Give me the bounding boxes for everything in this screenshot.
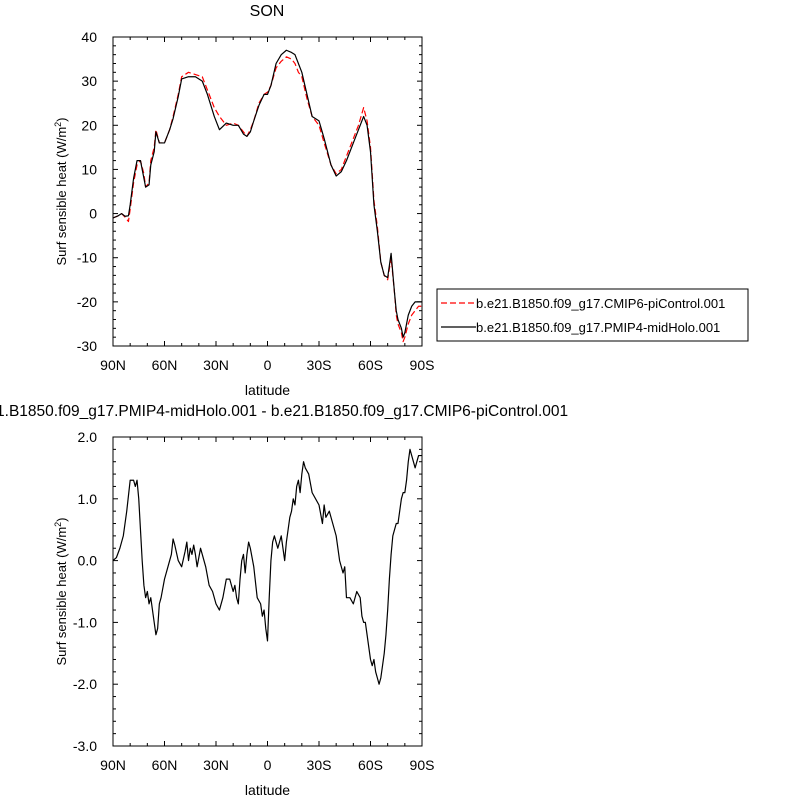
- x-tick-label: 30N: [203, 757, 229, 773]
- series-line-0: [113, 448, 422, 685]
- legend-label-1: b.e21.B1850.f09_g17.PMIP4-midHolo.001: [476, 320, 720, 335]
- x-tick-label: 30S: [307, 357, 332, 373]
- y-tick-label: 2.0: [78, 429, 98, 445]
- y-tick-label: -1.0: [73, 614, 97, 630]
- legend-label-0: b.e21.B1850.f09_g17.CMIP6-piControl.001: [476, 296, 725, 311]
- x-tick-label: 60S: [358, 757, 383, 773]
- chart-title: SON: [250, 3, 285, 20]
- top-plot: SON 90N 60N 30N 0 30S 60S 90S -30 -20 -10 0 10 20 30 40…: [53, 3, 749, 398]
- y-axis-label: Surf sensible heat (W/m2): [53, 517, 69, 665]
- y-tick-label: 0: [89, 206, 97, 222]
- y-tick-label: 30: [81, 73, 97, 89]
- x-tick-label: 90N: [100, 357, 126, 373]
- plot-frame: [112, 36, 423, 347]
- series-group: [113, 49, 422, 343]
- series-line-0: [113, 56, 422, 343]
- y-tick-label: -30: [77, 338, 97, 354]
- chart-title: b.e21.B1850.f09_g17.PMIP4-midHolo.001 - …: [0, 403, 568, 420]
- plot-frame: [112, 436, 423, 747]
- y-tick-label: -2.0: [73, 676, 97, 692]
- y-tick-label: 0.0: [78, 553, 98, 569]
- legend: b.e21.B1850.f09_g17.CMIP6-piControl.001b…: [436, 288, 749, 342]
- x-tick-label: 90S: [410, 757, 435, 773]
- x-tick-label: 60S: [358, 357, 383, 373]
- x-tick-label: 30N: [203, 357, 229, 373]
- x-tick-label: 90N: [100, 757, 126, 773]
- x-tick-label: 0: [264, 357, 272, 373]
- x-axis-label: latitude: [245, 782, 290, 798]
- series-line-1: [113, 49, 422, 338]
- x-tick-label: 90S: [410, 357, 435, 373]
- x-tick-label: 30S: [307, 757, 332, 773]
- y-tick-label: 20: [81, 117, 97, 133]
- bottom-plot: b.e21.B1850.f09_g17.PMIP4-midHolo.001 - …: [0, 403, 568, 798]
- y-tick-label: -10: [77, 250, 97, 266]
- y-tick-label: -3.0: [73, 738, 97, 754]
- y-tick-label: -20: [77, 294, 97, 310]
- y-tick-label: 10: [81, 161, 97, 177]
- x-tick-label: 60N: [152, 357, 178, 373]
- x-tick-label: 0: [264, 757, 272, 773]
- x-axis-label: latitude: [245, 382, 290, 398]
- y-tick-label: 1.0: [78, 491, 98, 507]
- x-tick-label: 60N: [152, 757, 178, 773]
- y-axis-label: Surf sensible heat (W/m2): [53, 117, 69, 265]
- y-tick-label: 40: [81, 29, 97, 45]
- legend-box: [436, 288, 749, 342]
- series-group: [113, 448, 422, 685]
